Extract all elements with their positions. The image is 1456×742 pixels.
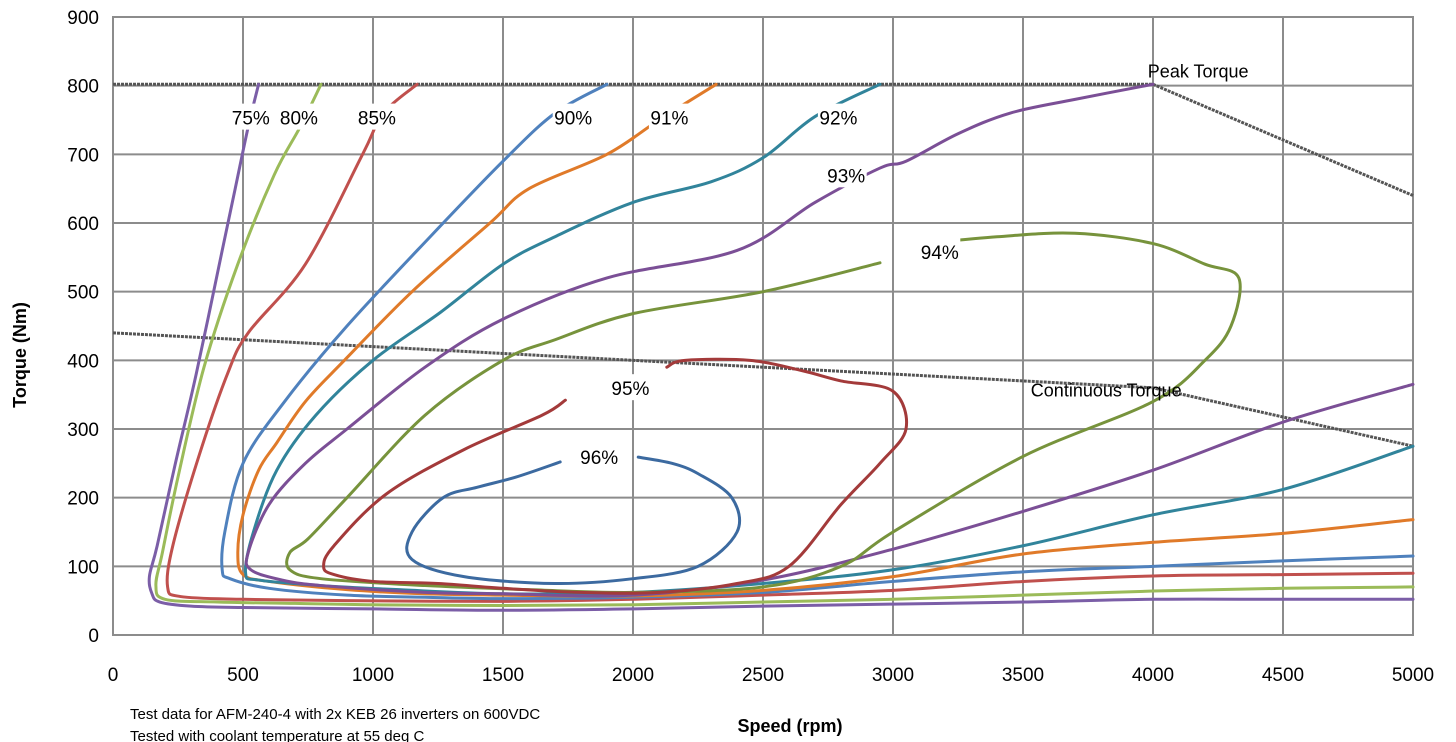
chart-grid <box>112 16 1414 636</box>
y-tick-label: 100 <box>67 557 99 578</box>
contour-label: 75% <box>232 109 270 130</box>
contour-label-bg <box>648 103 690 130</box>
contour-label: 85% <box>358 109 396 130</box>
contour-label: 91% <box>650 109 688 130</box>
contour-label: 92% <box>819 109 857 130</box>
x-tick-label: 0 <box>108 665 119 686</box>
y-tick-label: 700 <box>67 145 99 166</box>
contour-line-93pct <box>244 82 1415 598</box>
x-tick-label: 3500 <box>1002 665 1044 686</box>
reference-line-label: Continuous Torque <box>1031 381 1182 401</box>
contour-label-bg <box>825 161 867 188</box>
contour-label-bg <box>278 103 320 130</box>
contour-label: 93% <box>827 166 865 187</box>
contour-line-80pct <box>154 82 1415 607</box>
x-tick-label: 4000 <box>1132 665 1174 686</box>
x-tick-label: 1000 <box>352 665 394 686</box>
contour-label: 80% <box>280 109 318 130</box>
contour-label-bg <box>356 103 398 130</box>
x-tick-label: 1500 <box>482 665 524 686</box>
contour-label-bg <box>578 442 620 469</box>
y-tick-label: 500 <box>67 283 99 304</box>
x-tick-label: 3000 <box>872 665 914 686</box>
y-tick-label: 200 <box>67 489 99 510</box>
contour-line-96pct <box>405 455 742 586</box>
contour-labels: Peak Torque Continuous Torque 75% 80% 85% 90%… <box>230 61 1249 469</box>
contour-line-92pct <box>243 82 1415 596</box>
y-axis-title: Torque (Nm) <box>10 302 30 408</box>
contour-label: 96% <box>580 448 618 469</box>
contour-label-bg <box>230 103 272 130</box>
contour-label-bg <box>919 238 961 265</box>
y-tick-label: 600 <box>67 214 99 235</box>
contour-label: 95% <box>611 379 649 400</box>
x-axis-title: Speed (rpm) <box>737 716 842 736</box>
contour-line-75pct <box>147 82 1415 612</box>
y-tick-label: 900 <box>67 8 99 29</box>
x-tick-label: 5000 <box>1392 665 1434 686</box>
efficiency-contours <box>147 82 1415 612</box>
plot-border <box>112 16 1414 636</box>
contour-label: 90% <box>554 109 592 130</box>
x-tick-label: 4500 <box>1262 665 1304 686</box>
y-tick-label: 0 <box>88 626 99 647</box>
x-tick-label: 2000 <box>612 665 654 686</box>
axis-ticks: 0 500 1000 1500 2000 2500 3000 3500 4000 4500 5000… <box>67 8 1434 686</box>
test-data-note: Test data for AFM-240-4 with 2x KEB 26 i… <box>130 706 540 723</box>
contour-line-85pct <box>165 82 1415 603</box>
reference-line-1 <box>112 331 1414 448</box>
y-tick-label: 800 <box>67 77 99 98</box>
contour-line-95pct <box>322 357 909 595</box>
x-tick-label: 500 <box>227 665 259 686</box>
coolant-note: Tested with coolant temperature at 55 de… <box>130 728 425 742</box>
contour-label-bg <box>817 103 859 130</box>
x-tick-label: 2500 <box>742 665 784 686</box>
contour-label-bg <box>609 374 651 401</box>
y-tick-label: 400 <box>67 351 99 372</box>
contour-label-bg <box>552 103 594 130</box>
reference-line-label: Peak Torque <box>1148 61 1249 81</box>
contour-label: 94% <box>921 243 959 264</box>
contour-line-90pct <box>220 82 1415 601</box>
y-tick-label: 300 <box>67 420 99 441</box>
